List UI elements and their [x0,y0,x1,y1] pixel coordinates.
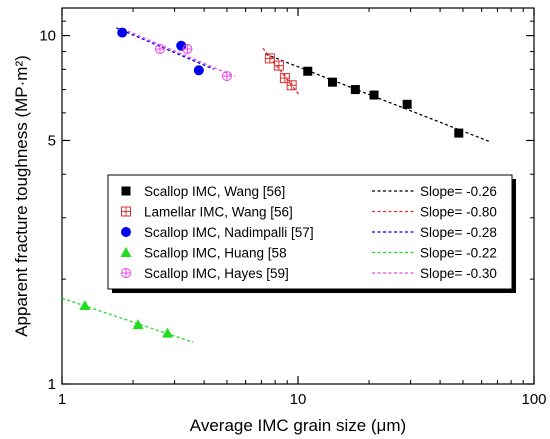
data-point-series-1 [279,73,290,84]
data-point-series-3 [162,327,174,338]
fit-line-series-2 [116,27,215,70]
y-tick-label: 1 [48,376,56,393]
data-point-series-0 [350,85,360,95]
legend-marker-series-2 [121,227,131,237]
y-axis-title: Apparent fracture toughness (MP·m²) [12,55,31,337]
data-point-series-4 [154,44,165,55]
data-point-series-2 [193,65,204,76]
data-point-series-0 [454,128,464,138]
legend-label-series-4: Scallop IMC, Hayes [59] [144,266,289,281]
fit-line-series-4 [127,30,236,78]
data-point-series-3 [132,319,144,330]
legend-marker-series-3 [120,247,132,257]
fit-line-series-1 [262,47,301,97]
fit-line-series-0 [265,53,491,143]
legend-fit-label-series-2: Slope= -0.28 [420,225,497,240]
y-tick-label: 5 [48,132,56,149]
data-point-series-0 [369,90,379,100]
y-tick-label: 10 [39,28,56,45]
legend-fit-label-series-4: Slope= -0.30 [420,266,497,281]
x-tick-label: 10 [290,391,307,408]
data-point-series-2 [117,27,128,38]
fit-line-series-3 [61,297,194,343]
legend-label-series-1: Lamellar IMC, Wang [56] [144,205,293,220]
legend-fit-label-series-0: Slope= -0.26 [420,184,497,199]
data-point-series-1 [273,60,284,71]
x-tick-label: 1 [58,391,66,408]
data-point-series-4 [182,44,193,55]
data-point-series-0 [327,77,337,87]
x-tick-label: 100 [521,391,546,408]
legend-fit-label-series-3: Slope= -0.22 [420,246,497,261]
legend-marker-series-4 [121,268,131,278]
legend-fit-label-series-1: Slope= -0.80 [420,205,497,220]
legend-marker-series-0 [121,186,131,196]
data-point-series-1 [264,53,275,64]
data-point-series-0 [303,66,313,76]
legend-label-series-0: Scallop IMC, Wang [56] [144,184,285,199]
legend-marker-series-1 [121,206,131,217]
data-point-series-3 [79,299,91,310]
x-axis-title: Average IMC grain size (μm) [190,416,406,435]
legend-label-series-2: Scallop IMC, Nadimpalli [57] [144,225,314,240]
data-point-series-0 [402,99,412,109]
data-point-series-1 [286,80,297,91]
legend-box [107,174,513,290]
legend-label-series-3: Scallop IMC, Huang [58 [144,246,287,261]
data-point-series-2 [176,40,187,51]
data-point-series-4 [221,71,232,82]
